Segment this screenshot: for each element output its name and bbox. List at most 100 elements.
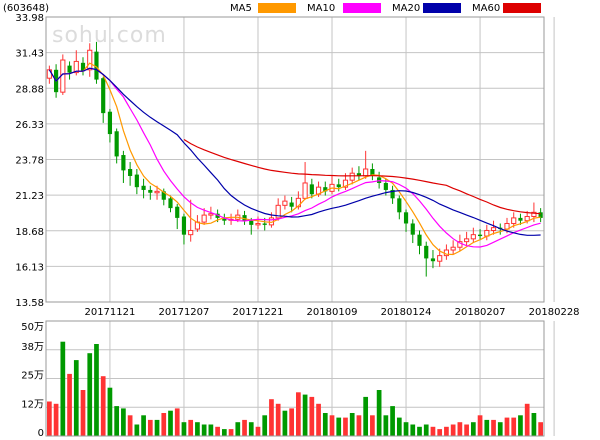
volume-bar-up	[464, 424, 469, 436]
candle-body	[175, 206, 180, 218]
price-tick-label: 23.78	[15, 156, 44, 167]
candle-body	[255, 222, 261, 226]
volume-bar-up	[47, 401, 52, 436]
candle-body	[168, 198, 173, 209]
candle-down	[477, 229, 483, 241]
candle-up	[464, 231, 470, 246]
candle-down	[141, 178, 146, 199]
date-tick-label: 20180124	[381, 307, 432, 318]
candle-body	[114, 131, 119, 157]
volume-bar-down	[235, 422, 241, 436]
candle-down	[430, 250, 436, 269]
volume-bar-down	[363, 396, 369, 436]
volume-bar-up	[53, 403, 59, 436]
candle-down	[80, 57, 86, 76]
candle-body	[249, 220, 254, 225]
candlesticks	[46, 41, 543, 277]
volume-bar-down	[282, 410, 288, 436]
volume-bar-up	[228, 429, 234, 436]
volume-bar-up	[343, 417, 348, 436]
volume-axis: 50万 38万 25万 12万 0	[21, 322, 44, 439]
candle-body	[289, 202, 294, 207]
candle-up	[87, 43, 93, 77]
volume-bar-down	[484, 419, 490, 436]
price-panel-frame	[45, 16, 545, 303]
volume-bar-up	[370, 415, 375, 436]
price-tick-label: 33.98	[15, 13, 44, 24]
volume-bar-down	[322, 413, 328, 436]
volume-bar-up	[275, 403, 281, 436]
volume-bar-up	[450, 424, 456, 436]
price-tick-label: 16.13	[15, 262, 44, 273]
legend-ma60-label: MA60	[472, 3, 500, 14]
candle-body	[134, 174, 139, 188]
moving-average-lines	[48, 62, 541, 256]
candle-body	[80, 62, 86, 72]
candle-body	[222, 217, 227, 221]
volume-bar-up	[444, 426, 449, 436]
candle-body	[450, 246, 456, 251]
volume-bar-up	[80, 390, 86, 436]
price-tick-label: 18.68	[15, 227, 44, 238]
volume-bar-down	[248, 422, 254, 436]
candle-body	[141, 185, 146, 190]
candle-up	[46, 65, 52, 84]
candle-body	[430, 258, 436, 262]
candle-up	[450, 240, 456, 255]
candle-body	[336, 184, 341, 188]
volume-bar-up	[255, 426, 261, 436]
volume-bars	[47, 341, 543, 436]
legend-ma60-swatch	[503, 3, 541, 13]
candle-down	[101, 76, 106, 123]
legend-ma10-swatch	[343, 3, 381, 13]
ma5-line	[48, 62, 541, 256]
legend-ma5-label: MA5	[230, 3, 252, 14]
candle-down	[518, 213, 523, 225]
volume-bar-down	[60, 341, 66, 436]
candle-up	[255, 216, 261, 230]
candle-down	[336, 178, 341, 192]
candle-down	[161, 188, 166, 206]
candle-body	[390, 189, 395, 199]
candle-body	[128, 169, 133, 176]
candle-body	[161, 191, 166, 200]
stock-code-label: (603648)	[3, 3, 49, 14]
candle-body	[437, 255, 443, 262]
candle-body	[490, 227, 497, 231]
candle-body	[424, 245, 429, 259]
candle-body	[342, 179, 349, 188]
candle-body	[410, 223, 415, 235]
candle-down	[323, 181, 328, 196]
price-tick-label: 31.43	[15, 49, 44, 60]
candle-up	[484, 224, 490, 241]
price-tick-label: 13.58	[15, 298, 44, 309]
volume-bar-up	[67, 373, 72, 436]
volume-bar-up	[127, 415, 133, 436]
chart-frames	[45, 16, 545, 437]
volume-bar-up	[504, 417, 510, 436]
candle-down	[107, 108, 113, 143]
legend: MA5 MA10 MA20 MA60	[230, 3, 541, 14]
volume-bar-down	[195, 422, 200, 436]
header: (603648) MA5 MA10 MA20 MA60	[3, 3, 541, 14]
volume-bar-down	[154, 419, 160, 436]
date-axis: 20171121 20171207 20171221 20180109 20180124…	[84, 307, 579, 318]
candle-body	[397, 198, 402, 213]
volume-bar-up	[147, 419, 153, 436]
volume-bar-down	[73, 360, 79, 436]
volume-bar-down	[208, 424, 214, 436]
volume-panel-frame	[45, 320, 545, 437]
candle-up	[470, 227, 476, 244]
volume-bar-up	[316, 403, 321, 436]
candle-down	[417, 230, 422, 255]
candle-body	[531, 211, 537, 217]
candle-up	[275, 198, 281, 221]
candle-body	[282, 200, 288, 206]
volume-tick-label: 12万	[21, 399, 44, 410]
volume-bar-up	[309, 396, 315, 436]
volume-bar-down	[497, 422, 503, 436]
volume-bar-down	[181, 422, 187, 436]
price-tick-label: 26.33	[15, 120, 44, 131]
legend-ma10-label: MA10	[307, 3, 335, 14]
